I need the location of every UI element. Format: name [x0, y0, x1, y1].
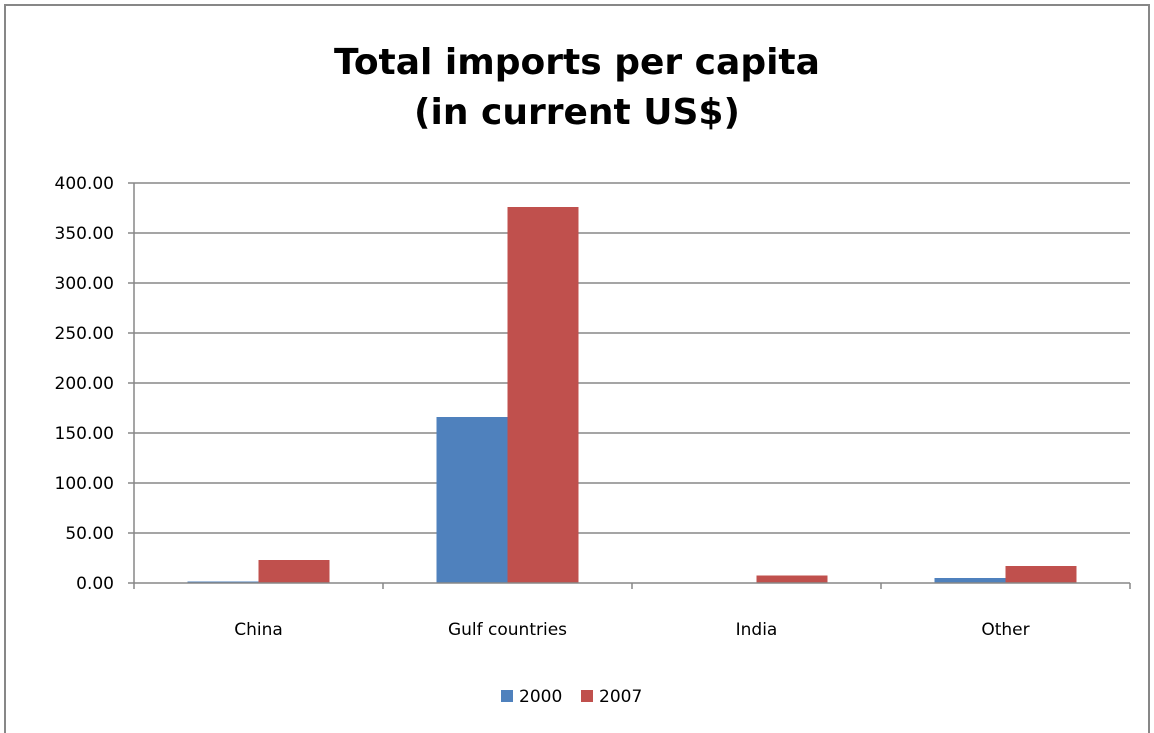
y-tick-label: 350.00: [55, 224, 114, 244]
x-category-label: Gulf countries: [448, 620, 567, 640]
legend-swatch-2007: [581, 690, 593, 702]
y-tick-labels: 0.00 50.00 100.00 150.00 200.00 250.00 300.00 3…: [55, 174, 114, 594]
legend-swatch-2000: [501, 690, 513, 702]
y-tick-label: 400.00: [55, 174, 114, 194]
y-tick-label: 250.00: [55, 324, 114, 344]
x-category-label: Other: [981, 620, 1029, 640]
chart-title-line-2: (in current US$): [414, 92, 740, 133]
bar-gulf-countries-2007: [507, 207, 579, 583]
chart-title: Total imports per capita (in current US$…: [0, 38, 1154, 138]
axes: [128, 182, 1131, 589]
y-tick-label: 150.00: [55, 424, 114, 444]
legend-label-2007: 2007: [599, 687, 642, 707]
bar-gulf-countries-2000: [436, 417, 508, 583]
chart-title-line-1: Total imports per capita: [334, 42, 820, 83]
x-category-labels: China Gulf countries India Other: [234, 620, 1029, 640]
y-tick-label: 0.00: [76, 574, 114, 594]
legend: 2000 2007: [501, 687, 642, 707]
bar-other-2007: [1005, 566, 1077, 583]
x-category-label: India: [736, 620, 778, 640]
y-tick-label: 100.00: [55, 474, 114, 494]
y-tick-label: 300.00: [55, 274, 114, 294]
bar-china-2007: [258, 560, 330, 583]
bar-india-2007: [756, 575, 828, 583]
gridlines: [134, 182, 1130, 534]
bar-other-2000: [934, 578, 1006, 583]
x-category-label: China: [234, 620, 283, 640]
y-tick-label: 200.00: [55, 374, 114, 394]
legend-label-2000: 2000: [519, 687, 562, 707]
bars: [187, 207, 1077, 583]
y-tick-label: 50.00: [65, 524, 114, 544]
